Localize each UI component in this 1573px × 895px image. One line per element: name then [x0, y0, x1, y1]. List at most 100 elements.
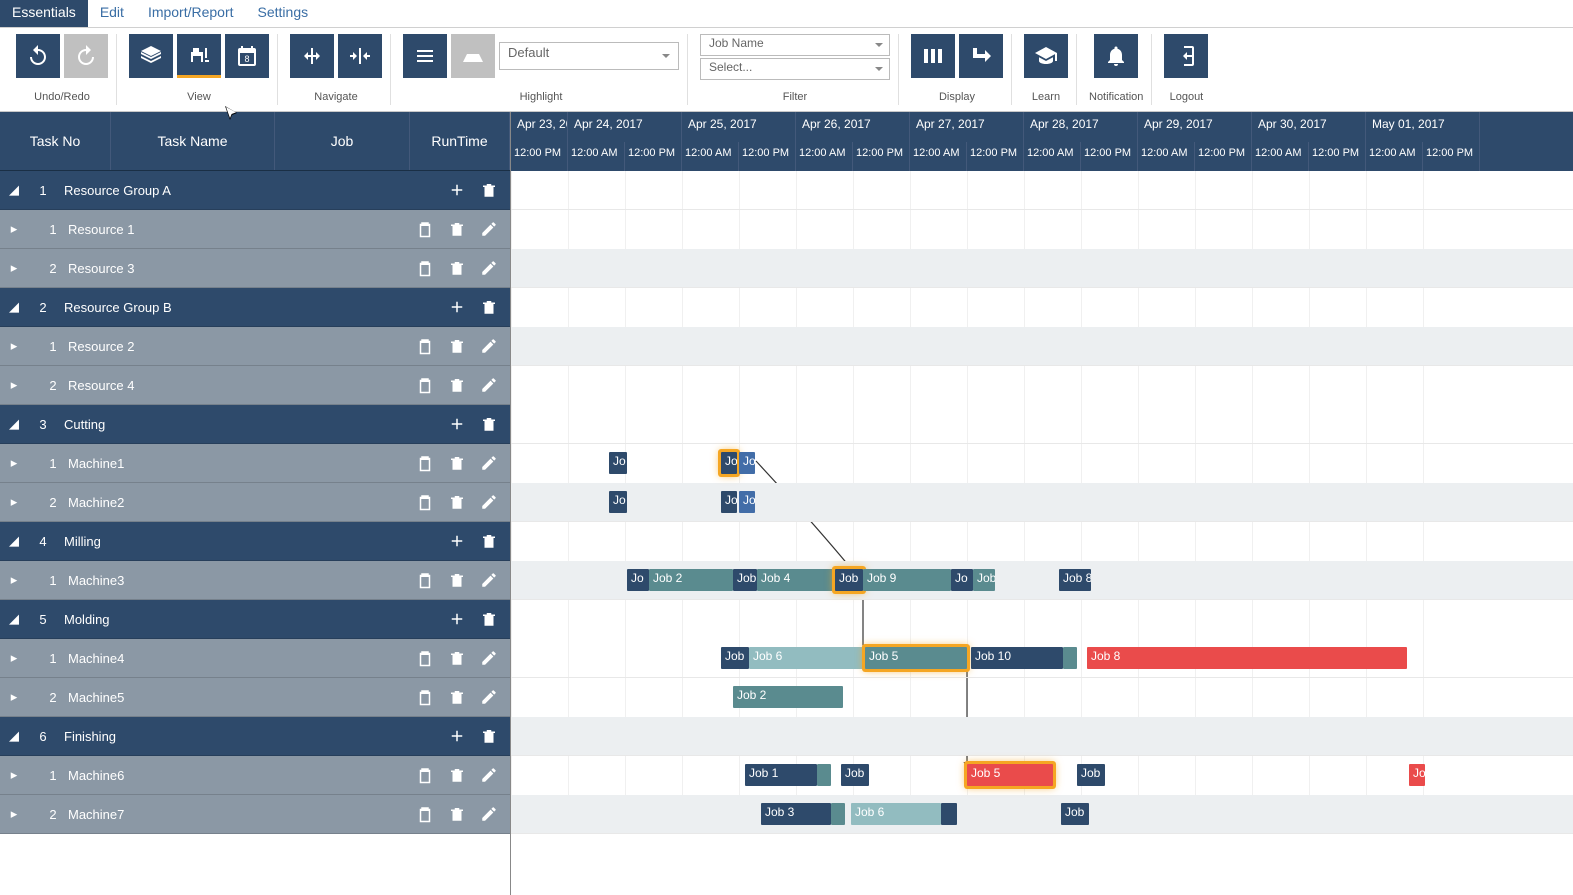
- timeline-time-cell[interactable]: 12:00 PM: [1081, 142, 1138, 171]
- job-bar[interactable]: Jo: [609, 491, 627, 513]
- resource-row[interactable]: ▸1Machine1: [0, 444, 510, 483]
- view-calendar-button[interactable]: 8: [225, 34, 269, 78]
- timeline-date-cell[interactable]: May 01, 2017: [1366, 112, 1480, 142]
- job-bar[interactable]: Jo: [609, 452, 627, 474]
- gantt-row[interactable]: [511, 717, 1573, 756]
- job-bar[interactable]: [817, 764, 831, 786]
- timeline-time-cell[interactable]: 12:00 AM: [910, 142, 967, 171]
- delete-button[interactable]: [442, 487, 472, 517]
- gantt-row[interactable]: [511, 483, 1573, 522]
- edit-button[interactable]: [474, 643, 504, 673]
- job-bar[interactable]: Job: [841, 764, 869, 786]
- view-layers-button[interactable]: [129, 34, 173, 78]
- job-bar[interactable]: Job: [1077, 764, 1105, 786]
- job-bar[interactable]: Job 2: [733, 686, 843, 708]
- job-bar[interactable]: [831, 803, 845, 825]
- delete-button[interactable]: [474, 604, 504, 634]
- expand-icon[interactable]: ▸: [0, 494, 28, 510]
- delete-button[interactable]: [474, 409, 504, 439]
- job-bar[interactable]: Job 1: [745, 764, 817, 786]
- delete-button[interactable]: [442, 370, 472, 400]
- job-bar[interactable]: Job 4: [757, 569, 835, 591]
- collapse-icon[interactable]: ◢: [0, 728, 28, 744]
- copy-button[interactable]: [410, 643, 440, 673]
- copy-button[interactable]: [410, 799, 440, 829]
- timeline-time-cell[interactable]: 12:00 PM: [967, 142, 1024, 171]
- edit-button[interactable]: [474, 682, 504, 712]
- resource-row[interactable]: ▸2Resource 3: [0, 249, 510, 288]
- resource-row[interactable]: ▸2Machine5: [0, 678, 510, 717]
- job-bar[interactable]: Job 10: [971, 647, 1063, 669]
- collapse-icon[interactable]: ◢: [0, 416, 28, 432]
- collapse-icon[interactable]: ◢: [0, 533, 28, 549]
- edit-button[interactable]: [474, 253, 504, 283]
- group-row[interactable]: ◢4Milling: [0, 522, 510, 561]
- timeline-time-cell[interactable]: 12:00 PM: [1309, 142, 1366, 171]
- job-bar[interactable]: Job 8: [1087, 647, 1407, 669]
- expand-icon[interactable]: ▸: [0, 455, 28, 471]
- menu-edit[interactable]: Edit: [88, 0, 136, 27]
- gantt-row[interactable]: [511, 249, 1573, 288]
- job-bar[interactable]: Jo: [721, 491, 737, 513]
- filter-value-select[interactable]: Select...: [700, 58, 890, 80]
- redo-button[interactable]: [64, 34, 108, 78]
- job-bar[interactable]: Jo: [739, 452, 755, 474]
- add-button[interactable]: [442, 292, 472, 322]
- menu-import-report[interactable]: Import/Report: [136, 0, 246, 27]
- edit-button[interactable]: [474, 448, 504, 478]
- logout-button[interactable]: [1164, 34, 1208, 78]
- timeline-time-cell[interactable]: 12:00 PM: [1195, 142, 1252, 171]
- timeline-time-cell[interactable]: 12:00 PM: [511, 142, 568, 171]
- timeline-date-cell[interactable]: Apr 28, 2017: [1024, 112, 1138, 142]
- delete-button[interactable]: [442, 331, 472, 361]
- group-row[interactable]: ◢6Finishing: [0, 717, 510, 756]
- menu-essentials[interactable]: Essentials: [0, 0, 88, 27]
- collapse-icon[interactable]: ◢: [0, 182, 28, 198]
- expand-icon[interactable]: ▸: [0, 572, 28, 588]
- copy-button[interactable]: [410, 253, 440, 283]
- expand-icon[interactable]: ▸: [0, 338, 28, 354]
- gantt-row[interactable]: [511, 795, 1573, 834]
- group-row[interactable]: ◢3Cutting: [0, 405, 510, 444]
- group-row[interactable]: ◢5Molding: [0, 600, 510, 639]
- timeline-time-cell[interactable]: 12:00 PM: [853, 142, 910, 171]
- delete-button[interactable]: [442, 565, 472, 595]
- delete-button[interactable]: [442, 643, 472, 673]
- timeline-date-cell[interactable]: Apr 24, 2017: [568, 112, 682, 142]
- job-bar[interactable]: Job 5: [865, 647, 967, 669]
- gantt-row[interactable]: [511, 405, 1573, 444]
- timeline-date-cell[interactable]: Apr 27, 2017: [910, 112, 1024, 142]
- timeline-time-cell[interactable]: 12:00 AM: [1138, 142, 1195, 171]
- delete-button[interactable]: [442, 760, 472, 790]
- job-bar[interactable]: Jo: [739, 491, 755, 513]
- job-bar[interactable]: Job 5: [967, 764, 1053, 786]
- delete-button[interactable]: [442, 214, 472, 244]
- job-bar[interactable]: Job: [835, 569, 863, 591]
- copy-button[interactable]: [410, 565, 440, 595]
- edit-button[interactable]: [474, 214, 504, 244]
- copy-button[interactable]: [410, 331, 440, 361]
- edit-button[interactable]: [474, 799, 504, 829]
- edit-button[interactable]: [474, 487, 504, 517]
- copy-button[interactable]: [410, 448, 440, 478]
- timeline-date-cell[interactable]: Apr 25, 2017: [682, 112, 796, 142]
- timeline-time-cell[interactable]: 12:00 AM: [1024, 142, 1081, 171]
- resource-row[interactable]: ▸2Machine7: [0, 795, 510, 834]
- collapse-icon[interactable]: ◢: [0, 611, 28, 627]
- timeline-time-cell[interactable]: 12:00 AM: [1252, 142, 1309, 171]
- delete-button[interactable]: [442, 253, 472, 283]
- collapse-icon[interactable]: ◢: [0, 299, 28, 315]
- col-header-taskname[interactable]: Task Name: [111, 112, 275, 170]
- job-bar[interactable]: Job: [733, 569, 757, 591]
- job-bar[interactable]: Job 8: [1059, 569, 1091, 591]
- group-row[interactable]: ◢1Resource Group A: [0, 171, 510, 210]
- resource-row[interactable]: ▸2Machine2: [0, 483, 510, 522]
- job-bar[interactable]: Jo: [951, 569, 973, 591]
- timeline-time-cell[interactable]: 12:00 AM: [568, 142, 625, 171]
- copy-button[interactable]: [410, 760, 440, 790]
- timeline-time-cell[interactable]: 12:00 PM: [625, 142, 682, 171]
- navigate-collapse-button[interactable]: [338, 34, 382, 78]
- expand-icon[interactable]: ▸: [0, 260, 28, 276]
- copy-button[interactable]: [410, 370, 440, 400]
- edit-button[interactable]: [474, 565, 504, 595]
